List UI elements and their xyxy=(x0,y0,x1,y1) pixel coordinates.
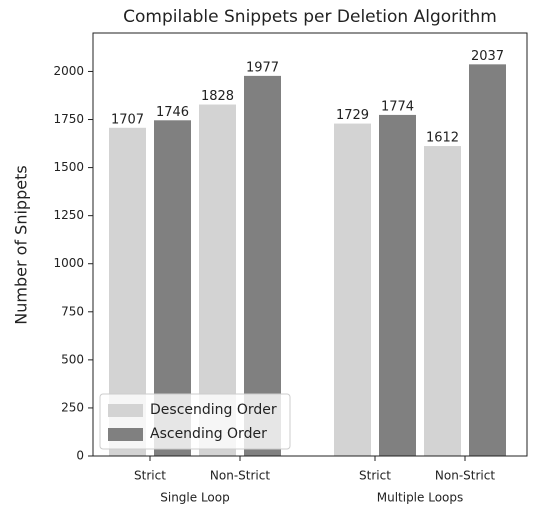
value-label: 1977 xyxy=(246,60,279,75)
y-tick-label: 1500 xyxy=(53,160,84,174)
y-axis-label: Number of Snippets xyxy=(12,165,31,324)
y-tick-label: 0 xyxy=(76,449,84,463)
value-label: 1707 xyxy=(111,112,144,127)
value-label: 2037 xyxy=(471,49,504,64)
y-tick-label: 2000 xyxy=(53,64,84,78)
chart-title: Compilable Snippets per Deletion Algorit… xyxy=(123,7,497,27)
bar xyxy=(334,123,371,456)
y-tick-label: 1000 xyxy=(53,256,84,270)
bar xyxy=(244,75,281,456)
bar xyxy=(379,114,416,457)
value-label: 1746 xyxy=(156,105,189,120)
bar xyxy=(424,146,461,456)
plot-frame xyxy=(92,32,528,457)
group-label: Multiple Loops xyxy=(377,491,464,505)
x-tick-label: Strict xyxy=(134,469,166,483)
y-tick-label: 750 xyxy=(61,304,84,318)
y-tick-label: 1750 xyxy=(53,112,84,126)
value-label: 1729 xyxy=(336,108,369,123)
value-label: 1612 xyxy=(426,131,459,146)
value-label: 1828 xyxy=(201,89,234,104)
x-tick-label: Non-Strict xyxy=(210,469,270,483)
value-label: 1774 xyxy=(381,99,414,114)
x-tick-label: Non-Strict xyxy=(435,469,495,483)
legend-box xyxy=(99,393,291,450)
y-tick-label: 1250 xyxy=(53,208,84,222)
y-tick-label: 500 xyxy=(61,352,84,366)
legend-label: Descending Order xyxy=(150,402,277,418)
legend-label: Ascending Order xyxy=(150,426,267,442)
bar xyxy=(469,64,506,456)
legend-swatch xyxy=(108,428,143,441)
legend-swatch xyxy=(108,404,143,417)
group-label: Single Loop xyxy=(160,491,229,505)
y-tick-label: 250 xyxy=(61,400,84,414)
x-tick-label: Strict xyxy=(359,469,391,483)
